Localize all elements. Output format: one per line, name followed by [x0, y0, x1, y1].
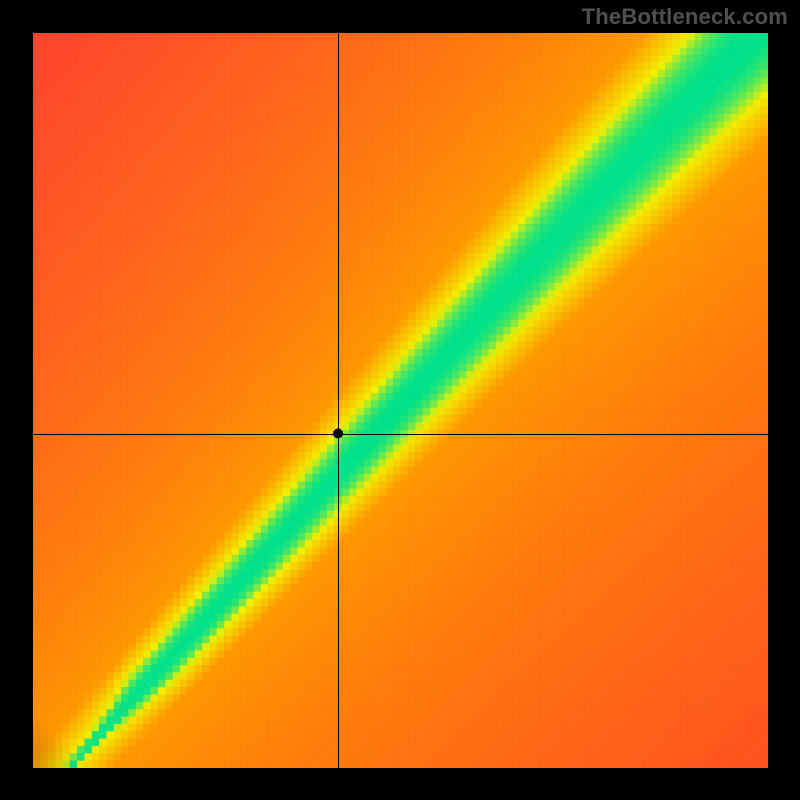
chart-container: TheBottleneck.com	[0, 0, 800, 800]
bottleneck-heatmap	[33, 33, 768, 768]
watermark-text: TheBottleneck.com	[582, 4, 788, 30]
